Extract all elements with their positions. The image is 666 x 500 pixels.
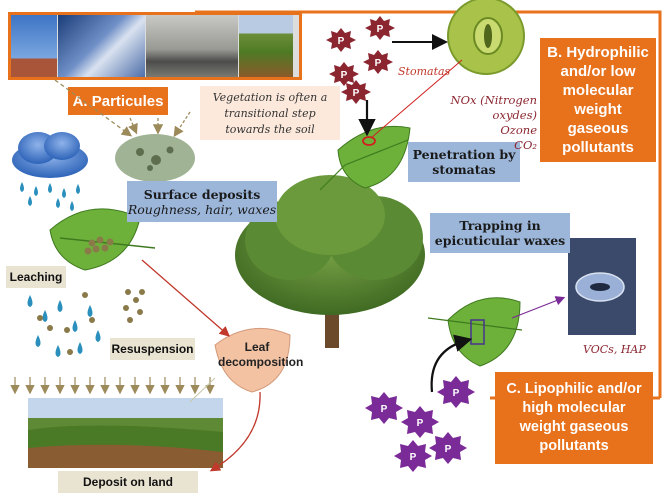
into-wax-arrow [430,334,473,393]
decomposition-to-land-arrow [209,391,261,472]
maroon-particle [326,28,356,52]
maroon-particle [363,50,393,74]
note-line: transitional step [224,107,316,120]
note-line: towards the soil [225,123,315,136]
surface-deposits-box: Surface deposits Roughness, hair, waxes [127,181,277,222]
section-c-line: C. Lipophilic and/or [506,381,642,397]
gas-nox: NOx (Nitrogen oxydes) [450,93,537,122]
section-b-line: and/or low [560,63,636,80]
decomposing-leaf-icon [214,327,291,393]
leaching-drops-icon [27,292,101,357]
landscape-photo [28,398,223,468]
photo-factory-chimneys [11,15,57,77]
wax-microscopy-image [568,238,636,335]
trapping-line: Trapping in [459,218,541,233]
section-b-line: molecular [562,82,634,99]
section-c-label: C. Lipophilic and/or high molecular weig… [495,372,653,464]
maroon-particles [326,16,395,104]
stomata-microscopy-image [447,0,525,75]
section-b-line: pollutants [562,139,634,156]
vegetation-note: Vegetation is often a transitional step … [200,86,340,140]
maroon-particle-label: P [375,58,382,69]
leaching-label: Leaching [6,266,66,288]
purple-particle [401,406,439,438]
purple-particle [394,440,432,472]
leaf-decomposition-label: Leaf decomposition [218,340,304,370]
surface-deposits-subtitle: Roughness, hair, waxes [127,201,277,217]
purple-particle-label: P [453,388,460,399]
maroon-particle-label: P [353,88,360,99]
purple-particles [365,376,475,472]
deposition-arrows-row [10,377,215,395]
section-c-line: pollutants [539,438,609,454]
section-b-line: weight [574,101,622,118]
dashed-arrow [173,111,191,138]
deposit-on-land-label: Deposit on land [58,471,198,493]
purple-particle-label: P [445,444,452,455]
maroon-particle-label: P [377,24,384,35]
vocs-label: VOCs, HAP [583,343,646,356]
gas-co2: CO₂ [514,138,537,152]
note-line: Vegetation is often a [212,91,328,104]
to-wax-arrow [511,296,566,319]
gas-ozone: Ozone [500,123,537,137]
maroon-particle-label: P [338,36,345,47]
rain-cloud-icon [12,132,88,178]
leaf-with-deposits-icon [49,208,156,271]
purple-particle [429,432,467,464]
section-c-line: high molecular [522,400,626,416]
tree-icon [235,175,425,348]
dashed-arrow [54,79,133,137]
leaf-fall-arrow [141,259,230,337]
resuspension-particles-icon [123,289,145,323]
photo-crop-field [239,15,293,77]
maroon-particle [341,80,371,104]
penetration-box: Penetration by stomatas [408,142,520,182]
trapping-line: epicuticular waxes [434,233,566,248]
leaf-decomposition-line: decomposition [218,355,304,369]
purple-particle [365,392,403,424]
section-b-label: B. Hydrophilic and/or low molecular weig… [540,38,656,162]
stomatas-label: Stomatas [398,65,451,78]
maroon-particle-label: P [341,70,348,81]
gases-list: NOx (Nitrogen oxydes) Ozone CO₂ [412,93,537,153]
section-c-line: weight gaseous [519,419,629,435]
surface-deposits-title: Surface deposits [143,186,261,202]
purple-particle-label: P [410,452,417,463]
resuspension-label: Resuspension [110,338,195,360]
purple-particle [437,376,475,408]
leaf-decomposition-line: Leaf [244,340,270,354]
maroon-particle [365,16,395,40]
purple-particle-label: P [417,418,424,429]
raindrops-icon [20,182,80,211]
section-b-line: gaseous [567,120,629,137]
section-b-line: B. Hydrophilic [547,44,649,61]
purple-particle-label: P [381,404,388,415]
penetration-line: Penetration by [412,147,516,162]
maroon-particle [329,62,359,86]
penetration-line: stomatas [432,162,496,177]
trapping-box: Trapping in epicuticular waxes [430,213,570,253]
photo-traffic-cars [146,15,238,77]
dashed-arrow [128,117,138,135]
photo-industry-smoke [58,15,145,77]
